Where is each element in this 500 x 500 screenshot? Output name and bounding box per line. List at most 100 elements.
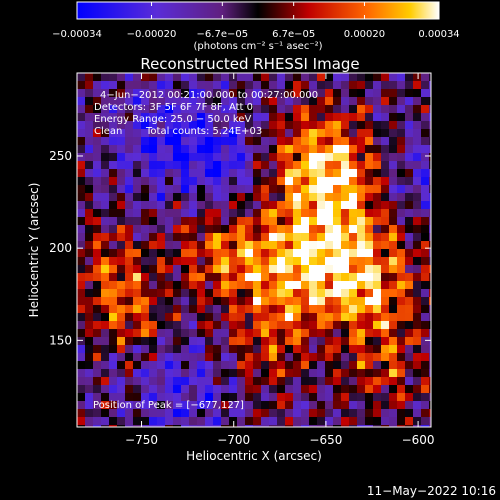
heatmap-cell — [381, 89, 390, 98]
heatmap-cell — [349, 257, 358, 266]
heatmap-cell — [133, 169, 142, 178]
heatmap-cell — [165, 217, 174, 226]
heatmap-cell — [197, 153, 206, 162]
heatmap-cell — [101, 377, 110, 386]
heatmap-cell — [221, 385, 230, 394]
heatmap-cell — [261, 225, 270, 234]
annotation-time-range: 4−Jun−2012 00:21:00.000 to 00:27:00.000 — [100, 90, 318, 101]
heatmap-cell — [349, 377, 358, 386]
heatmap-cell — [93, 201, 102, 210]
heatmap-cell — [221, 169, 230, 178]
heatmap-cell — [93, 265, 102, 274]
heatmap-cell — [365, 193, 374, 202]
heatmap-cell — [261, 233, 270, 242]
heatmap-cell — [221, 257, 230, 266]
heatmap-cell — [285, 417, 294, 426]
heatmap-cell — [213, 97, 222, 106]
heatmap-cell — [229, 337, 238, 346]
heatmap-cell — [197, 305, 206, 314]
heatmap-cell — [245, 225, 254, 234]
heatmap-cell — [93, 409, 102, 418]
heatmap-cell — [261, 321, 270, 330]
heatmap-cell — [141, 393, 150, 402]
heatmap-cell — [357, 305, 366, 314]
heatmap-cell — [413, 409, 422, 418]
heatmap-cell — [421, 393, 430, 402]
heatmap-cell — [101, 73, 110, 82]
heatmap-cell — [421, 289, 430, 298]
heatmap-cell — [421, 241, 430, 250]
heatmap-cell — [213, 121, 222, 130]
heatmap-cell — [389, 281, 398, 290]
heatmap-cell — [229, 249, 238, 258]
heatmap-cell — [381, 377, 390, 386]
heatmap-cell — [253, 345, 262, 354]
heatmap-cell — [237, 113, 246, 122]
heatmap-cell — [389, 217, 398, 226]
heatmap-cell — [301, 305, 310, 314]
heatmap-cell — [141, 401, 150, 410]
heatmap-cell — [261, 257, 270, 266]
heatmap-cell — [309, 369, 318, 378]
heatmap-cell — [341, 361, 350, 370]
heatmap-cell — [221, 273, 230, 282]
heatmap-cell — [221, 401, 230, 410]
heatmap-cell — [205, 113, 214, 122]
heatmap-cell — [133, 185, 142, 194]
heatmap-cell — [125, 401, 134, 410]
heatmap-cell — [397, 329, 406, 338]
heatmap-cell — [317, 353, 326, 362]
heatmap-cell — [349, 265, 358, 274]
heatmap-cell — [77, 89, 86, 98]
heatmap-cell — [421, 313, 430, 322]
heatmap-cell — [293, 313, 302, 322]
heatmap-cell — [133, 321, 142, 330]
heatmap-cell — [325, 73, 334, 82]
heatmap-cell — [93, 89, 102, 98]
heatmap-cell — [269, 161, 278, 170]
heatmap-cell — [317, 257, 326, 266]
heatmap-cell — [141, 361, 150, 370]
heatmap-cell — [141, 345, 150, 354]
heatmap-cell — [205, 361, 214, 370]
heatmap-cell — [333, 105, 342, 114]
heatmap-cell — [261, 265, 270, 274]
heatmap-cell — [389, 385, 398, 394]
heatmap-cell — [365, 153, 374, 162]
heatmap-cell — [349, 385, 358, 394]
heatmap-cell — [333, 121, 342, 130]
heatmap-cell — [309, 393, 318, 402]
heatmap-cell — [237, 425, 246, 427]
heatmap-cell — [245, 193, 254, 202]
heatmap-cell — [301, 153, 310, 162]
heatmap-cell — [237, 297, 246, 306]
heatmap-cell — [181, 313, 190, 322]
heatmap-cell — [333, 233, 342, 242]
heatmap-cell — [269, 353, 278, 362]
heatmap-cell — [93, 217, 102, 226]
heatmap-cell — [205, 89, 214, 98]
heatmap-cell — [429, 97, 431, 106]
heatmap-cell — [237, 217, 246, 226]
heatmap-cell — [101, 185, 110, 194]
heatmap-cell — [229, 361, 238, 370]
heatmap-cell — [229, 153, 238, 162]
heatmap-cell — [413, 121, 422, 130]
heatmap-cell — [229, 321, 238, 330]
heatmap-cell — [213, 265, 222, 274]
heatmap-cell — [101, 329, 110, 338]
chart-title: Reconstructed RHESSI Image — [140, 55, 359, 73]
heatmap-cell — [165, 409, 174, 418]
heatmap-cell — [397, 297, 406, 306]
heatmap-cell — [301, 89, 310, 98]
heatmap-cell — [205, 153, 214, 162]
heatmap-cell — [349, 81, 358, 90]
heatmap-cell — [333, 401, 342, 410]
heatmap-cell — [269, 401, 278, 410]
heatmap-cell — [85, 329, 94, 338]
heatmap-cell — [341, 217, 350, 226]
heatmap-cell — [349, 289, 358, 298]
heatmap-cell — [357, 241, 366, 250]
heatmap-cell — [365, 289, 374, 298]
heatmap-cell — [341, 329, 350, 338]
